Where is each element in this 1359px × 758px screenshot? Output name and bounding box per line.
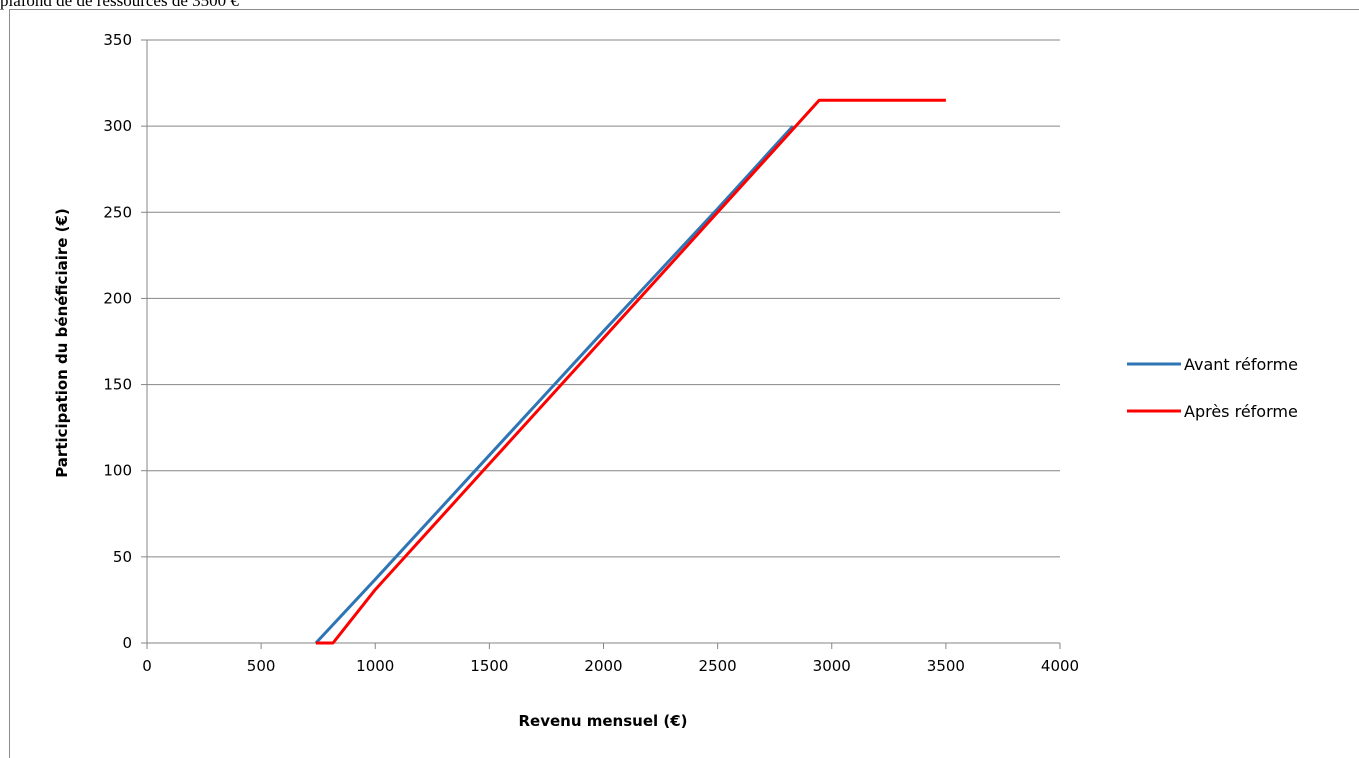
y-tick-label: 350 — [103, 31, 132, 49]
gridlines — [147, 39, 1060, 558]
y-tick-label: 0 — [122, 634, 132, 652]
axes — [141, 39, 1061, 649]
x-tick-label: 1000 — [356, 657, 394, 675]
top-text-fragment: plafond de de ressources de 3500 € — [0, 0, 239, 10]
x-tick-labels: 0 500 1000 1500 2000 2500 3000 3500 4000 — [142, 657, 1079, 675]
x-tick-label: 3500 — [927, 657, 965, 675]
legend-label-avant-reforme: Avant réforme — [1184, 355, 1298, 374]
series-line-avant-reforme — [314, 125, 795, 645]
y-tick-label: 50 — [113, 548, 132, 566]
y-tick-label: 250 — [103, 203, 132, 221]
y-tick-label: 300 — [103, 117, 132, 135]
x-tick-label: 1500 — [470, 657, 508, 675]
y-axis-title: Participation du bénéficiaire (€) — [53, 208, 71, 478]
series-lines — [314, 98, 946, 645]
series-line-apres-reforme — [315, 98, 946, 645]
y-tick-label: 200 — [103, 289, 132, 307]
chart-frame — [9, 9, 1359, 758]
x-tick-label: 3000 — [813, 657, 851, 675]
x-tick-label: 500 — [247, 657, 276, 675]
legend: Avant réforme Après réforme — [1127, 355, 1298, 421]
x-tick-label: 2500 — [699, 657, 737, 675]
x-axis-title: Revenu mensuel (€) — [518, 712, 687, 730]
legend-label-apres-reforme: Après réforme — [1184, 402, 1298, 421]
x-tick-label: 4000 — [1041, 657, 1079, 675]
x-tick-label: 2000 — [584, 657, 622, 675]
y-tick-label: 100 — [103, 462, 132, 480]
x-tick-label: 0 — [142, 657, 152, 675]
y-tick-label: 150 — [103, 376, 132, 394]
y-tick-labels: 0 50 100 150 200 250 300 350 — [103, 31, 132, 652]
